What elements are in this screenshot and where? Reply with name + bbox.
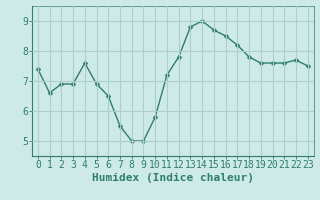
X-axis label: Humidex (Indice chaleur): Humidex (Indice chaleur) <box>92 173 254 183</box>
